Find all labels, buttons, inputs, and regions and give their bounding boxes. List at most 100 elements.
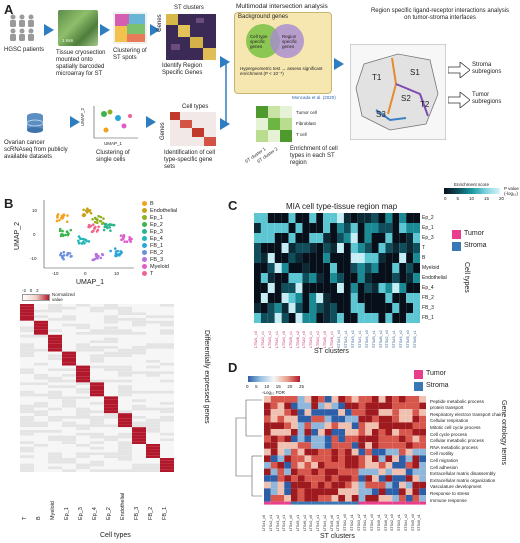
b-heat-cell	[146, 334, 160, 338]
b-heat-cell	[48, 346, 62, 349]
umap-point-ep-2	[64, 233, 67, 237]
c-row-label: Endothelial	[422, 275, 447, 281]
d-region-bar	[372, 501, 379, 505]
c-heat-cell	[330, 213, 337, 223]
b-heat-cell	[160, 407, 174, 411]
b-heat-cell	[62, 399, 76, 402]
tissue-label: Tissue cryosection mounted onto spatiall…	[56, 50, 106, 77]
b-heat-cell	[90, 329, 104, 332]
c-heat-cell	[385, 283, 393, 293]
d-term-label: Cell adhesion	[430, 464, 458, 470]
d-region-bar	[338, 501, 345, 505]
b-heat-cell	[76, 351, 90, 355]
b-heat-cell	[62, 444, 76, 447]
umap-point-t	[97, 225, 100, 229]
b-heat-cell	[34, 376, 48, 380]
umap-xtick-neg10: -10	[52, 271, 59, 276]
b-heat-cell	[34, 385, 48, 388]
d-heat-cell	[385, 396, 393, 403]
d-heat-cell	[399, 462, 406, 469]
d-heat-cell	[291, 402, 298, 410]
d-heat-cell	[378, 396, 386, 403]
d-heat-cell	[351, 468, 359, 476]
b-heat-cell	[34, 438, 48, 442]
d-region-bar	[365, 501, 372, 505]
c-heat-cell	[254, 303, 261, 313]
b-heat-cell	[160, 463, 174, 467]
b-heat-cell	[34, 351, 48, 355]
b-heat-cell	[104, 427, 118, 430]
umap-point-endothelial	[86, 207, 89, 211]
b-heat-cell	[90, 418, 104, 422]
c-heat-cell	[413, 233, 420, 243]
d-heat-cell	[365, 429, 372, 436]
d-heat-cell	[378, 435, 386, 443]
c-col-label: STS#2_c0	[385, 330, 390, 348]
b-heat-cell	[76, 309, 90, 313]
d-heat-cell	[291, 468, 298, 476]
c-heat-cell	[378, 293, 386, 303]
b-heat-cell	[62, 337, 76, 341]
b-heat-cell	[62, 332, 76, 335]
b-heat-cell	[76, 390, 90, 394]
b-heat-cell	[132, 385, 146, 388]
c-col-label: LTS#1_c0	[254, 330, 258, 348]
b-heat-cell	[104, 340, 118, 344]
c-heat-cell	[323, 253, 331, 263]
b-heat-cell	[48, 452, 62, 456]
b-heat-cell	[132, 382, 146, 386]
d-heat-cell	[385, 475, 393, 482]
c-heat-cell	[260, 233, 268, 243]
d-heat-cell	[412, 415, 420, 423]
d-heat-cell	[345, 455, 352, 462]
d-heat-cell	[372, 402, 379, 410]
fibroblast-label: Fibroblast	[296, 121, 316, 126]
b-heat-cell	[62, 385, 76, 388]
c-heat-cell	[392, 253, 400, 263]
d-region-bar	[331, 501, 339, 505]
c-heat-cell	[274, 273, 282, 283]
c-col-label: STS#6_c1	[413, 330, 418, 348]
d-heat-cell	[338, 455, 345, 462]
d-heat-cell	[264, 455, 271, 462]
b-heat-cell	[62, 446, 76, 450]
d-heat-cell	[345, 429, 352, 436]
b-heat-cell	[20, 357, 34, 360]
c-heat-cell	[295, 253, 303, 263]
legend-label: B	[150, 200, 154, 207]
c-ylabel: Cell types	[463, 262, 470, 293]
d-heat-cell	[338, 442, 345, 449]
c-heat-cell	[350, 263, 358, 273]
umap-point-fb-3	[93, 257, 97, 261]
b-heat-cell	[118, 455, 132, 458]
c-heat-cell	[364, 253, 372, 263]
b-heat-cell	[146, 304, 160, 307]
b-heat-cell	[62, 382, 76, 386]
b-heat-cell	[118, 312, 132, 316]
b-heat-cell	[160, 365, 174, 369]
d-heat-cell	[284, 429, 291, 436]
b-heat-cell	[132, 306, 146, 310]
b-heat-cell	[90, 351, 104, 355]
c-heat-cell	[406, 293, 414, 303]
b-heat-cell	[132, 404, 146, 408]
d-heat-cell	[405, 429, 413, 436]
d-heat-cell	[304, 402, 312, 410]
b-heat-cell	[90, 416, 104, 419]
b-heat-cell	[62, 371, 76, 374]
d-heat-cell	[419, 402, 426, 410]
c-heat-cell	[399, 293, 407, 303]
c-heat-cell	[288, 283, 296, 293]
c-heat-cell	[309, 293, 317, 303]
b-heat-cell	[146, 388, 160, 391]
d-heat-cell	[345, 415, 352, 423]
b-column-labels: T B Myeloid Ep_1 Ep_3 Ep_4 Ep_2 Endothelial FB_3…	[20, 484, 190, 524]
d-heat-cell	[358, 475, 366, 482]
b-heat-cell	[118, 315, 132, 318]
d-heat-cell	[365, 468, 372, 476]
d-heat-cell	[372, 468, 379, 476]
d-heat-cell	[324, 422, 332, 429]
c-heat-cell	[330, 263, 337, 273]
c-heat-cell	[254, 263, 261, 273]
b-heat-cell	[20, 315, 34, 318]
